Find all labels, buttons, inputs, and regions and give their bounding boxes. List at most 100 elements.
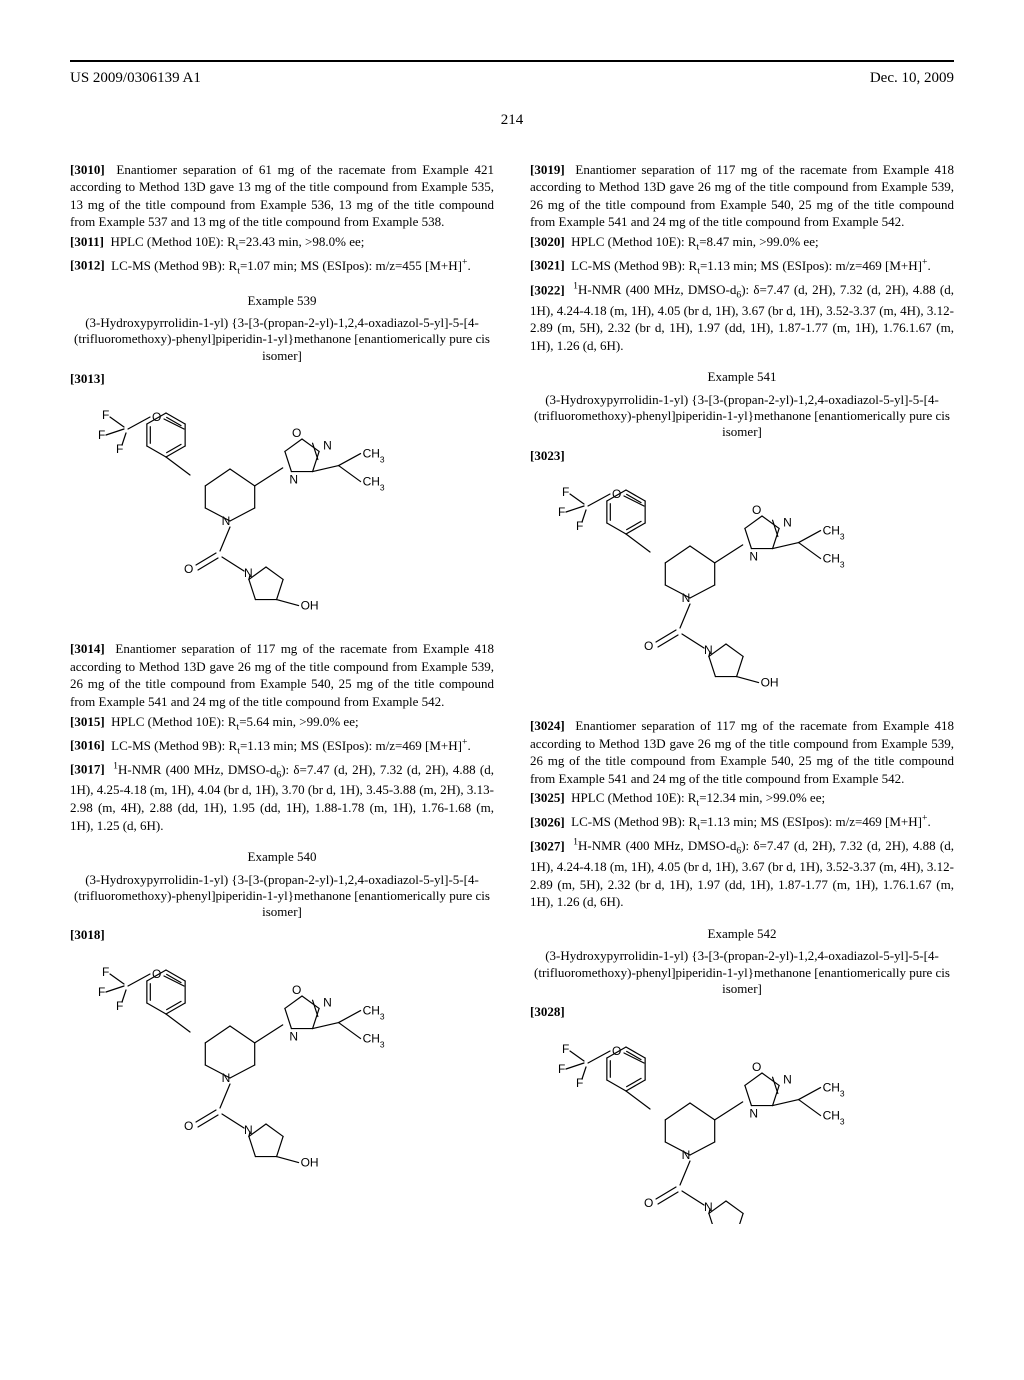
svg-text:OH: OH (761, 676, 779, 690)
svg-text:N: N (783, 1072, 792, 1086)
svg-text:O: O (644, 1196, 653, 1210)
para-num: [3023] (530, 448, 565, 463)
para-3010: [3010] Enantiomer separation of 61 mg of… (70, 161, 494, 231)
para-num: [3013] (70, 371, 105, 386)
para-num: [3028] (530, 1004, 565, 1019)
para-text: LC-MS (Method 9B): Rt=1.07 min; MS (ESIp… (111, 258, 471, 273)
para-num: [3011] (70, 234, 104, 249)
para-text: Enantiomer separation of 117 mg of the r… (530, 162, 954, 230)
svg-text:F: F (98, 985, 105, 999)
para-3015: [3015] HPLC (Method 10E): Rt=5.64 min, >… (70, 713, 494, 734)
para-num: [3019] (530, 162, 565, 177)
svg-text:N: N (783, 516, 792, 530)
svg-text:N: N (682, 591, 691, 605)
para-num: [3020] (530, 234, 565, 249)
para-text: LC-MS (Method 9B): Rt=1.13 min; MS (ESIp… (111, 738, 471, 753)
svg-text:N: N (323, 995, 332, 1009)
para-3026: [3026] LC-MS (Method 9B): Rt=1.13 min; M… (530, 812, 954, 834)
para-num: [3021] (530, 258, 565, 273)
svg-text:O: O (292, 983, 301, 997)
svg-text:O: O (752, 1060, 761, 1074)
header-left: US 2009/0306139 A1 (70, 68, 201, 88)
example-539-title: Example 539 (70, 292, 494, 310)
para-3022: [3022] 1H-NMR (400 MHz, DMSO-d6): δ=7.47… (530, 280, 954, 355)
content-columns: [3010] Enantiomer separation of 61 mg of… (70, 161, 954, 1234)
svg-text:O: O (184, 562, 193, 576)
para-3014: [3014] Enantiomer separation of 117 mg o… (70, 640, 494, 710)
para-3016: [3016] LC-MS (Method 9B): Rt=1.13 min; M… (70, 735, 494, 757)
para-num: [3017] (70, 762, 105, 777)
svg-text:CH3: CH3 (823, 552, 845, 570)
example-541-name: (3-Hydroxypyrrolidin-1-yl) {3-[3-(propan… (530, 392, 954, 441)
para-3028: [3028] (530, 1003, 954, 1021)
svg-text:N: N (749, 1106, 758, 1120)
para-num: [3025] (530, 790, 565, 805)
example-541-title: Example 541 (530, 368, 954, 386)
structure-540: FFFONONNCH3CH3ONOH (70, 952, 494, 1187)
para-3024: [3024] Enantiomer separation of 117 mg o… (530, 717, 954, 787)
para-num: [3012] (70, 258, 105, 273)
page-number: 214 (0, 110, 1024, 130)
para-text: HPLC (Method 10E): Rt=5.64 min, >99.0% e… (111, 714, 358, 729)
example-540-name: (3-Hydroxypyrrolidin-1-yl) {3-[3-(propan… (70, 872, 494, 921)
svg-text:CH3: CH3 (363, 1003, 385, 1021)
svg-text:N: N (749, 550, 758, 564)
svg-text:F: F (562, 485, 569, 499)
para-text: Enantiomer separation of 61 mg of the ra… (70, 162, 494, 230)
svg-text:N: N (289, 1029, 298, 1043)
para-3012: [3012] LC-MS (Method 9B): Rt=1.07 min; M… (70, 255, 494, 277)
para-text: 1H-NMR (400 MHz, DMSO-d6): δ=7.47 (d, 2H… (530, 282, 954, 353)
svg-text:F: F (562, 1042, 569, 1056)
para-3027: [3027] 1H-NMR (400 MHz, DMSO-d6): δ=7.47… (530, 836, 954, 911)
para-text: Enantiomer separation of 117 mg of the r… (70, 641, 494, 709)
svg-text:F: F (558, 1062, 565, 1076)
para-3013: [3013] (70, 370, 494, 388)
para-num: [3024] (530, 718, 565, 733)
para-3020: [3020] HPLC (Method 10E): Rt=8.47 min, >… (530, 233, 954, 254)
para-3011: [3011] HPLC (Method 10E): Rt=23.43 min, … (70, 233, 494, 254)
svg-text:N: N (323, 439, 332, 453)
para-text: HPLC (Method 10E): Rt=12.34 min, >99.0% … (571, 790, 825, 805)
para-text: LC-MS (Method 9B): Rt=1.13 min; MS (ESIp… (571, 814, 931, 829)
para-num: [3018] (70, 927, 105, 942)
structure-541: FFFONONNCH3CH3ONOH (530, 472, 954, 707)
para-3018: [3018] (70, 926, 494, 944)
para-text: HPLC (Method 10E): Rt=8.47 min, >99.0% e… (571, 234, 818, 249)
svg-text:OH: OH (301, 599, 319, 613)
example-542-name: (3-Hydroxypyrrolidin-1-yl) {3-[3-(propan… (530, 948, 954, 997)
para-3019: [3019] Enantiomer separation of 117 mg o… (530, 161, 954, 231)
para-num: [3014] (70, 641, 105, 656)
svg-text:N: N (289, 473, 298, 487)
example-542-title: Example 542 (530, 925, 954, 943)
svg-text:N: N (222, 1071, 231, 1085)
svg-text:F: F (98, 428, 105, 442)
svg-text:OH: OH (301, 1155, 319, 1169)
left-column: [3010] Enantiomer separation of 61 mg of… (70, 161, 494, 1234)
para-text: HPLC (Method 10E): Rt=23.43 min, >98.0% … (110, 234, 364, 249)
example-539-name: (3-Hydroxypyrrolidin-1-yl) {3-[3-(propan… (70, 315, 494, 364)
para-num: [3026] (530, 814, 565, 829)
para-num: [3016] (70, 738, 105, 753)
svg-text:CH3: CH3 (823, 1108, 845, 1126)
para-3025: [3025] HPLC (Method 10E): Rt=12.34 min, … (530, 789, 954, 810)
structure-539: FFFONONNCH3CH3ONOH (70, 395, 494, 630)
para-num: [3010] (70, 162, 105, 177)
svg-text:O: O (292, 426, 301, 440)
para-num: [3022] (530, 282, 565, 297)
para-text: 1H-NMR (400 MHz, DMSO-d6): δ=7.47 (d, 2H… (70, 762, 494, 833)
svg-text:CH3: CH3 (823, 1080, 845, 1098)
svg-text:CH3: CH3 (823, 524, 845, 542)
svg-text:O: O (752, 503, 761, 517)
page-header: US 2009/0306139 A1 Dec. 10, 2009 (70, 60, 954, 88)
para-text: Enantiomer separation of 117 mg of the r… (530, 718, 954, 786)
example-540-title: Example 540 (70, 848, 494, 866)
para-text: LC-MS (Method 9B): Rt=1.13 min; MS (ESIp… (571, 258, 931, 273)
svg-text:O: O (644, 639, 653, 653)
structure-542: FFFONONNCH3CH3ONOH (530, 1029, 954, 1224)
para-num: [3027] (530, 838, 565, 853)
para-3023: [3023] (530, 447, 954, 465)
para-3021: [3021] LC-MS (Method 9B): Rt=1.13 min; M… (530, 255, 954, 277)
para-num: [3015] (70, 714, 105, 729)
para-3017: [3017] 1H-NMR (400 MHz, DMSO-d6): δ=7.47… (70, 759, 494, 834)
svg-text:F: F (102, 408, 109, 422)
